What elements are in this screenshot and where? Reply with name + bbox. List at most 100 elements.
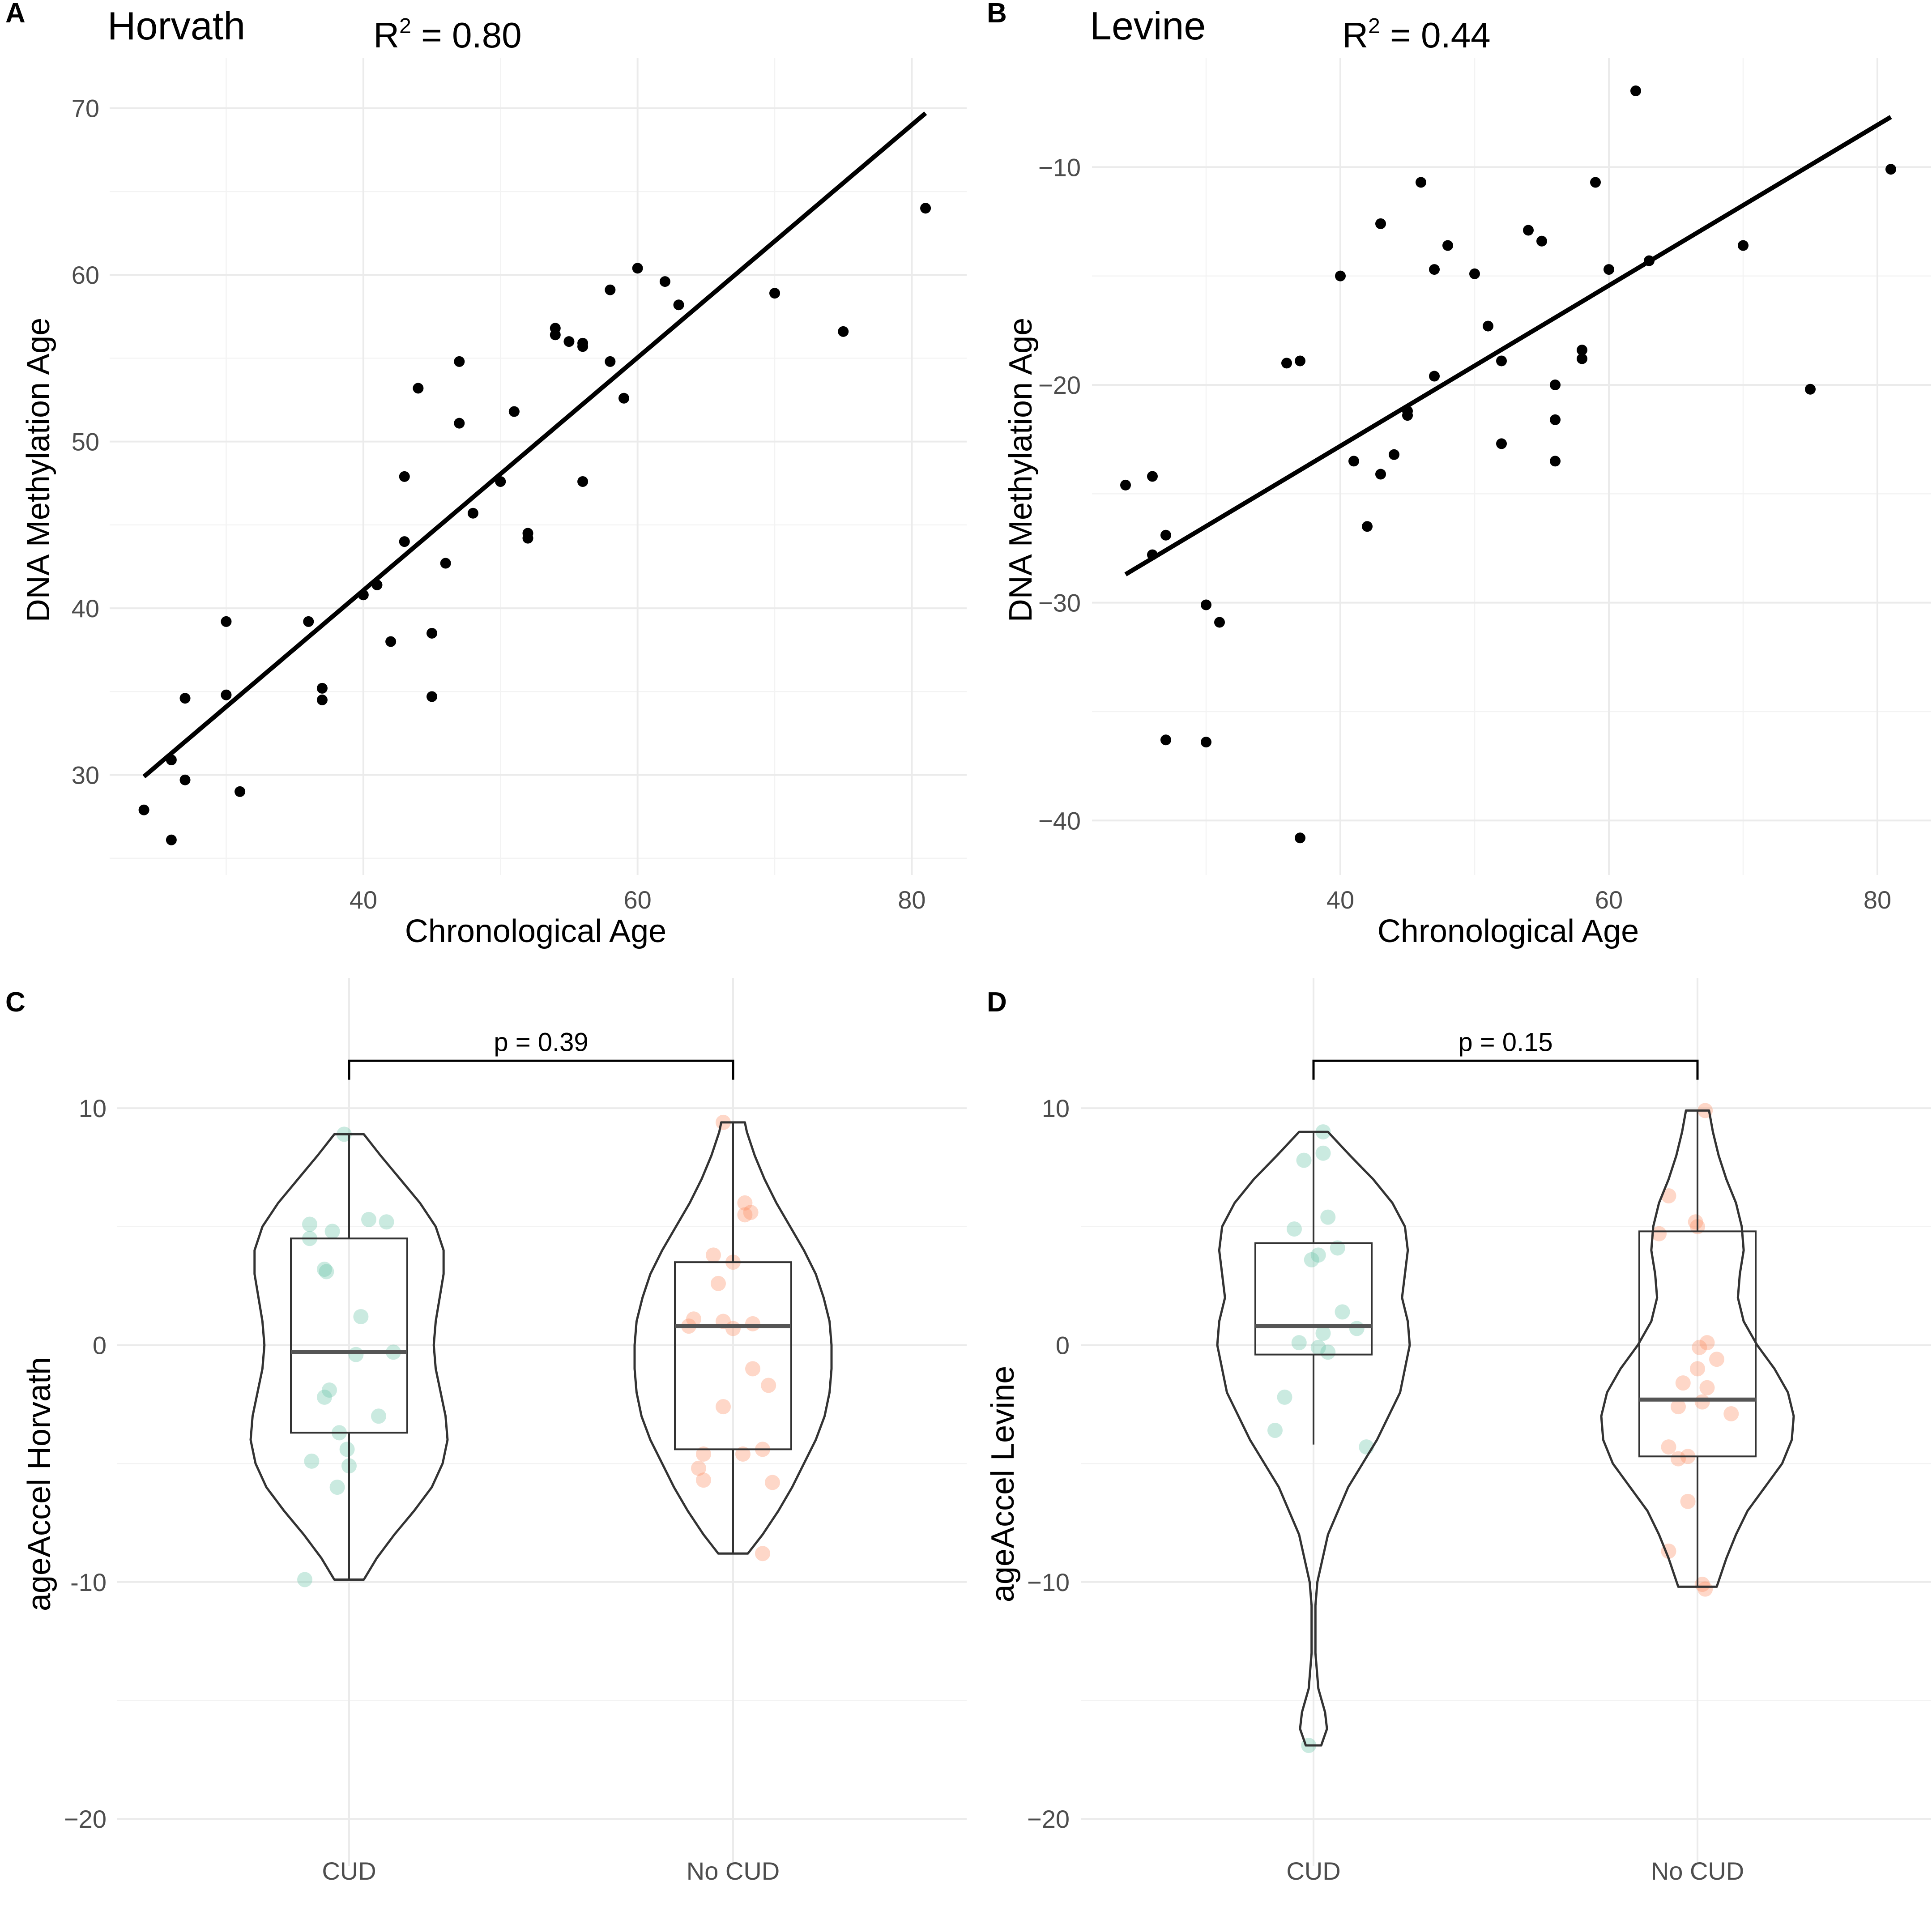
no-cud-jitter-point [1661,1188,1676,1203]
cud-box [1254,1242,1373,1356]
data-point [179,693,191,704]
data-point [166,834,177,845]
panel-d-p-value: p = 0.15 [1458,1028,1552,1057]
y-tick-label: -10 [70,1568,107,1596]
no-cud-jitter-point [725,1321,741,1336]
no-cud-box [1638,1230,1757,1458]
panel-a-r2: R2 = 0.80 [373,14,521,55]
data-point [673,299,684,311]
x-tick-label: No CUD [1651,1857,1744,1885]
data-point [769,288,780,299]
data-point [1160,734,1171,746]
cud-jitter-point [353,1309,369,1324]
data-point [563,336,575,347]
data-point [522,533,533,544]
data-point [166,755,177,766]
y-tick-label: 70 [72,94,99,123]
no-cud-violin [1600,1109,1795,1588]
data-point [659,276,670,287]
data-point [1523,225,1534,236]
panel-b-r2: R2 = 0.44 [1342,14,1490,55]
no-cud-jitter-point [1690,1361,1705,1377]
y-tick-label: −10 [1038,153,1081,181]
data-point [1442,240,1453,251]
data-point [1362,521,1373,532]
data-point [413,383,424,394]
no-cud-jitter-point [745,1316,760,1331]
cud-jitter-point [1335,1304,1350,1320]
cud-jitter-point [304,1453,320,1469]
panel-a-tick-labels: 30 40 50 60 70 40 60 80 [72,94,926,914]
data-point [1550,414,1561,425]
no-cud-jitter-point [1651,1226,1667,1241]
no-cud-jitter-point [1680,1493,1696,1509]
no-cud-jitter-point [735,1446,751,1462]
no-cud-jitter-point [1699,1335,1715,1351]
y-tick-label: −20 [64,1805,107,1833]
no-cud-jitter-point [1671,1451,1686,1467]
panel-b-y-axis-title: DNA Methylation Age [1003,318,1039,622]
data-point [221,689,232,700]
data-point [1335,270,1346,282]
no-cud-jitter-point [696,1446,711,1462]
data-point [1402,410,1413,421]
y-tick-label: 40 [72,594,99,623]
x-tick-label: 60 [1595,886,1623,914]
panel-c-marks: p = 0.39 [249,1028,833,1587]
no-cud-jitter-point [761,1378,776,1393]
data-point [1429,264,1440,275]
cud-jitter-point [1267,1423,1283,1438]
cud-jitter-point [297,1572,312,1587]
data-point [399,471,410,482]
data-point [577,341,589,352]
data-point [605,356,616,367]
cud-jitter-point [1315,1326,1331,1341]
cud-jitter-point [361,1211,376,1227]
panel-a-title: Horvath [107,4,245,48]
y-tick-label: 0 [93,1331,107,1359]
x-tick-label: 60 [623,886,651,914]
y-tick-label: 60 [72,261,99,289]
data-point [371,579,383,590]
cud-jitter-point [302,1216,317,1232]
data-point [920,203,931,214]
cud-jitter-point [1287,1221,1302,1237]
panel-a-marks [138,111,931,845]
no-cud-jitter-point [1709,1352,1724,1367]
no-cud-jitter-point [686,1311,701,1327]
data-point [454,418,465,429]
cud-jitter-point [1296,1152,1312,1168]
data-point [1577,345,1587,356]
cud-jitter-point [1310,1247,1326,1263]
data-point [1496,355,1507,367]
data-point [179,774,191,785]
y-tick-label: 30 [72,761,99,789]
data-point [1295,832,1305,844]
data-point [1590,177,1601,188]
cud-jitter-point [324,1224,340,1239]
no-cud-jitter-point [765,1475,780,1490]
data-point [508,406,520,417]
data-point [618,392,629,404]
data-point [1201,737,1211,748]
data-point [1160,529,1171,541]
no-cud-jitter-point [1688,1214,1703,1230]
panel-d-grid [1081,978,1931,1866]
data-point [605,284,616,295]
no-cud-jitter-point [1675,1375,1691,1391]
no-cud-jitter-point [706,1247,721,1263]
panel-b-scatter: B Levine R2 = 0.44 −40 −30 −20 −10 40 60 80 Ch… [987,0,1931,949]
no-cud-jitter-point [1661,1439,1676,1455]
no-cud-jitter-point [743,1205,759,1220]
panel-c-letter: C [5,987,26,1018]
y-tick-label: −20 [1038,371,1081,399]
data-point [1389,449,1399,460]
x-tick-label: CUD [1286,1857,1340,1885]
no-cud-jitter-point [711,1275,726,1291]
cud-jitter-point [322,1382,337,1398]
panel-d-y-axis-title: ageAccel Levine [985,1366,1021,1602]
y-tick-label: 50 [72,428,99,456]
cud-jitter-point [1320,1209,1336,1225]
cud-jitter-point [1349,1321,1365,1336]
